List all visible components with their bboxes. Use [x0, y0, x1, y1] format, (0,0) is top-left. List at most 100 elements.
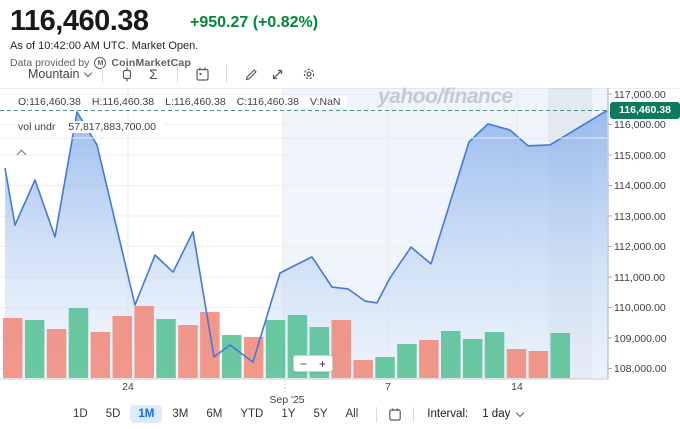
- volume-bar: [419, 340, 439, 378]
- x-axis-tick-label: 24: [122, 381, 134, 393]
- pencil-icon: [245, 68, 257, 80]
- period-button-1d[interactable]: 1D: [73, 408, 88, 420]
- indicators-button[interactable]: Σ: [140, 64, 166, 84]
- volume-bar: [134, 306, 154, 378]
- y-axis-tick-label: 109,000.00: [614, 332, 667, 345]
- current-price-axis-badge: 116,460.38: [610, 101, 680, 119]
- y-axis-tick-label: 115,000.00: [614, 149, 666, 162]
- chart-type-label: Mountain: [28, 67, 80, 81]
- y-axis-tick-label: 113,000.00: [614, 210, 666, 223]
- candlestick-icon: [123, 67, 132, 81]
- y-axis-tick-label: 114,000.00: [614, 180, 666, 192]
- y-axis-tick-label: 108,000.00: [614, 363, 667, 375]
- coinmarketcap-logo-icon: M: [94, 57, 107, 69]
- period-button-6m[interactable]: 6M: [206, 408, 223, 420]
- mountain-fill: [5, 110, 607, 378]
- volume-bar: [178, 325, 198, 378]
- data-provider: Data provided by M CoinMarketCap: [10, 57, 191, 69]
- events-calendar-button[interactable]: [189, 64, 215, 84]
- volume-bar: [265, 320, 286, 378]
- interval-value: 1 day: [482, 408, 511, 420]
- period-button-5y[interactable]: 5Y: [313, 408, 328, 420]
- volume-bar: [68, 308, 89, 378]
- y-axis-tick-label: 112,000.00: [614, 241, 666, 253]
- volume-legend: vol undr 57,817,883,700.00: [18, 121, 164, 133]
- volume-bar: [550, 333, 570, 378]
- volume-bar: [112, 316, 132, 378]
- toolbar-divider: [226, 65, 228, 83]
- custom-range-button[interactable]: [386, 405, 404, 423]
- ohlc-legend: O:116,460.38 H:116,460.38 L:116,460.38 C:11…: [18, 96, 347, 108]
- candlestick-style-button[interactable]: [114, 64, 140, 84]
- volume-bar: [375, 357, 395, 378]
- volume-bar: [528, 351, 549, 378]
- price-change: +950.27 (+0.82%): [190, 14, 319, 31]
- chart-zoom-control: − +: [293, 355, 333, 372]
- volume-bar: [24, 320, 45, 378]
- zoom-in-button[interactable]: +: [318, 356, 326, 371]
- volume-bar: [46, 329, 67, 378]
- ohlc-legend-item: O:116,460.38: [18, 96, 81, 108]
- volume-bar: [3, 318, 23, 378]
- ohlc-legend-item: H:116,460.38: [91, 96, 155, 108]
- toolbar-separator: [0, 88, 680, 89]
- volume-bar: [506, 349, 527, 378]
- x-axis-tick-label: 7: [385, 381, 391, 393]
- volume-bar: [222, 335, 242, 378]
- toolbar-divider: [177, 65, 179, 83]
- period-button-3m[interactable]: 3M: [172, 408, 189, 420]
- period-button-all[interactable]: All: [345, 408, 359, 420]
- volume-bar: [90, 332, 111, 378]
- y-axis-tick-label: 117,000.00: [614, 88, 666, 101]
- volume-bar: [462, 339, 483, 378]
- volume-legend-label: vol undr: [18, 121, 56, 133]
- chart-toolbar: Mountain Σ: [28, 62, 322, 86]
- period-button-ytd[interactable]: YTD: [240, 408, 264, 420]
- sigma-icon: Σ: [149, 66, 158, 82]
- period-button-5d[interactable]: 5D: [105, 408, 121, 420]
- ohlc-legend-item: L:116,460.38: [165, 96, 226, 108]
- fullscreen-button[interactable]: [264, 64, 290, 84]
- chevron-up-icon: [16, 149, 26, 160]
- chart-type-dropdown[interactable]: Mountain: [28, 67, 93, 81]
- as-of-timestamp: As of 10:42:00 AM UTC. Market Open.: [10, 40, 199, 52]
- volume-bar: [353, 360, 373, 378]
- volume-bar: [484, 332, 505, 378]
- period-buttons: 1D 5D 1M 3M 6M YTD 1Y 5Y All: [64, 405, 367, 423]
- gear-icon: [304, 68, 315, 80]
- provider-prefix-label: Data provided by: [10, 57, 90, 69]
- volume-bar: [397, 344, 417, 378]
- x-axis-tick-label: 14: [511, 381, 523, 393]
- y-axis-tick-label: 116,000.00: [614, 119, 666, 131]
- interval-label: Interval:: [427, 408, 469, 420]
- expand-arrows-icon: [272, 69, 283, 79]
- volume-legend-value: 57,817,883,700.00: [68, 121, 156, 133]
- draw-button[interactable]: [238, 64, 264, 84]
- x-axis-month-label: Sep '25: [269, 394, 305, 406]
- y-axis-tick-label: 110,000.00: [614, 302, 666, 314]
- current-price: 116,460.38: [10, 5, 149, 37]
- interval-dropdown[interactable]: 1 day: [482, 408, 525, 420]
- calendar-icon: [196, 67, 209, 81]
- controls-divider: [376, 406, 378, 422]
- chart-settings-button[interactable]: [296, 64, 322, 84]
- ohlc-legend-item: V:NaN: [309, 96, 341, 108]
- controls-divider: [413, 406, 415, 422]
- range-controls: 1D 5D 1M 3M 6M YTD 1Y 5Y All Interval: 1 day: [64, 403, 525, 425]
- ohlc-legend-item: C:116,460.38: [236, 96, 299, 108]
- panel-collapse-button[interactable]: [14, 147, 28, 160]
- volume-bar: [441, 331, 461, 378]
- period-button-1y[interactable]: 1Y: [281, 408, 296, 420]
- zoom-out-button[interactable]: −: [299, 356, 307, 371]
- volume-bar: [200, 312, 220, 378]
- volume-bar: [331, 320, 351, 378]
- chevron-down-icon: [516, 408, 525, 417]
- y-axis-tick-label: 111,000.00: [614, 271, 665, 284]
- provider-name: CoinMarketCap: [111, 57, 192, 69]
- volume-bar: [156, 319, 176, 378]
- period-button-1m[interactable]: 1M: [130, 405, 163, 423]
- toolbar-divider: [102, 65, 104, 83]
- calendar-icon: [389, 407, 402, 421]
